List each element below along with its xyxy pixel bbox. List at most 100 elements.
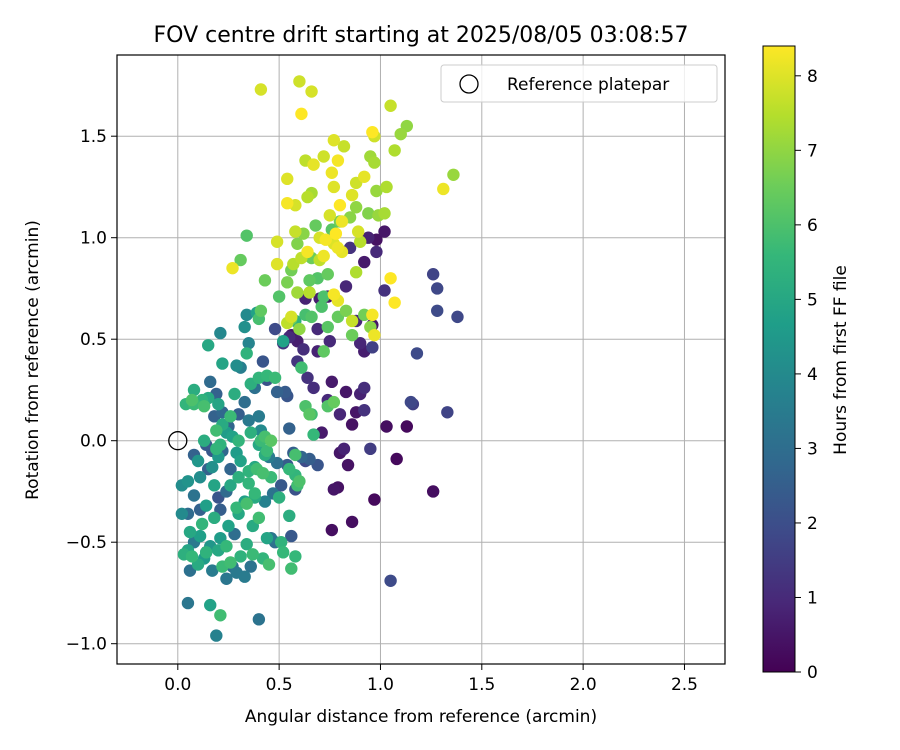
data-point xyxy=(283,509,296,523)
data-point xyxy=(303,408,316,421)
data-point xyxy=(268,371,282,384)
data-point xyxy=(193,471,207,484)
data-point xyxy=(289,448,302,462)
data-point xyxy=(208,511,221,525)
y-tick-label: −0.5 xyxy=(66,533,107,553)
data-point xyxy=(224,462,237,476)
data-point xyxy=(349,266,363,279)
colorbar-tick-label: 5 xyxy=(807,290,818,310)
data-point xyxy=(297,343,310,356)
data-point xyxy=(378,207,391,220)
data-point xyxy=(329,227,343,240)
data-point xyxy=(351,225,365,238)
data-point xyxy=(323,209,336,222)
data-point xyxy=(254,83,268,96)
data-point xyxy=(175,507,189,520)
x-tick-label: 1.5 xyxy=(468,675,495,695)
data-point xyxy=(208,479,221,492)
data-point xyxy=(240,497,253,510)
data-point xyxy=(358,255,371,269)
data-point xyxy=(327,483,341,496)
data-point xyxy=(242,337,255,350)
data-point xyxy=(185,550,199,563)
data-point xyxy=(354,235,367,248)
y-tick-label: 1.5 xyxy=(80,127,107,147)
data-point xyxy=(240,308,253,322)
data-point xyxy=(185,393,199,407)
data-point xyxy=(281,196,294,210)
data-point xyxy=(317,249,330,263)
data-point xyxy=(283,422,296,435)
data-point xyxy=(441,406,454,419)
colorbar-tick-label: 2 xyxy=(807,514,818,534)
data-point xyxy=(260,531,274,545)
data-point xyxy=(301,245,314,259)
data-point xyxy=(252,511,266,525)
data-point xyxy=(228,387,241,401)
data-point xyxy=(187,489,201,502)
x-axis-label: Angular distance from reference (arcmin) xyxy=(245,707,597,727)
legend-box xyxy=(440,64,718,103)
data-point xyxy=(358,404,371,417)
y-tick-label: 1.0 xyxy=(80,229,107,249)
colorbar-tick-label: 6 xyxy=(807,216,818,236)
data-point xyxy=(291,286,304,299)
data-point xyxy=(451,310,464,324)
data-point xyxy=(349,201,363,214)
data-point xyxy=(195,517,209,531)
data-point xyxy=(337,442,351,456)
data-point xyxy=(272,290,286,303)
plot-frame xyxy=(116,54,726,665)
y-tick-label: 0.5 xyxy=(80,330,107,350)
data-point xyxy=(301,371,314,384)
data-point xyxy=(315,300,328,313)
x-axis-ticks: 0.0 0.5 1.0 1.5 2.0 2.5 xyxy=(164,664,698,695)
data-point xyxy=(230,359,243,372)
data-point xyxy=(244,560,257,573)
data-point xyxy=(380,180,393,194)
data-point xyxy=(193,529,207,543)
data-point xyxy=(301,190,314,204)
data-point xyxy=(181,596,195,610)
data-point xyxy=(240,347,253,360)
colorbar xyxy=(762,45,796,673)
data-point xyxy=(242,477,255,490)
data-point xyxy=(232,434,245,447)
data-point xyxy=(388,144,401,157)
data-point xyxy=(238,320,251,334)
data-point xyxy=(214,326,227,340)
data-point xyxy=(252,410,266,423)
data-point xyxy=(400,420,414,433)
data-point xyxy=(378,284,391,297)
data-point xyxy=(285,562,298,575)
chart-title: FOV centre drift starting at 2025/08/05 … xyxy=(154,23,689,48)
data-point xyxy=(362,207,375,220)
colorbar-tick-label: 1 xyxy=(807,588,818,608)
data-point xyxy=(204,375,217,389)
data-point xyxy=(354,337,367,350)
data-point xyxy=(426,485,440,498)
data-point xyxy=(181,475,195,488)
data-point xyxy=(270,257,284,271)
data-point xyxy=(244,426,257,439)
data-point xyxy=(325,523,339,537)
data-point xyxy=(321,320,334,334)
data-point xyxy=(321,268,334,281)
data-point xyxy=(323,335,336,348)
data-point xyxy=(291,237,304,250)
data-point xyxy=(307,158,320,171)
data-point xyxy=(358,381,371,395)
data-point xyxy=(268,322,282,336)
data-point xyxy=(366,125,379,139)
data-point xyxy=(317,290,330,303)
data-point xyxy=(335,215,349,228)
colorbar-tick-label: 8 xyxy=(807,67,818,87)
legend-reference-marker xyxy=(459,74,479,94)
data-point xyxy=(199,499,213,512)
data-point xyxy=(345,418,359,431)
data-point xyxy=(303,286,316,299)
data-point xyxy=(370,245,383,259)
data-point xyxy=(341,458,355,472)
data-point xyxy=(384,99,397,112)
data-point xyxy=(327,134,341,147)
